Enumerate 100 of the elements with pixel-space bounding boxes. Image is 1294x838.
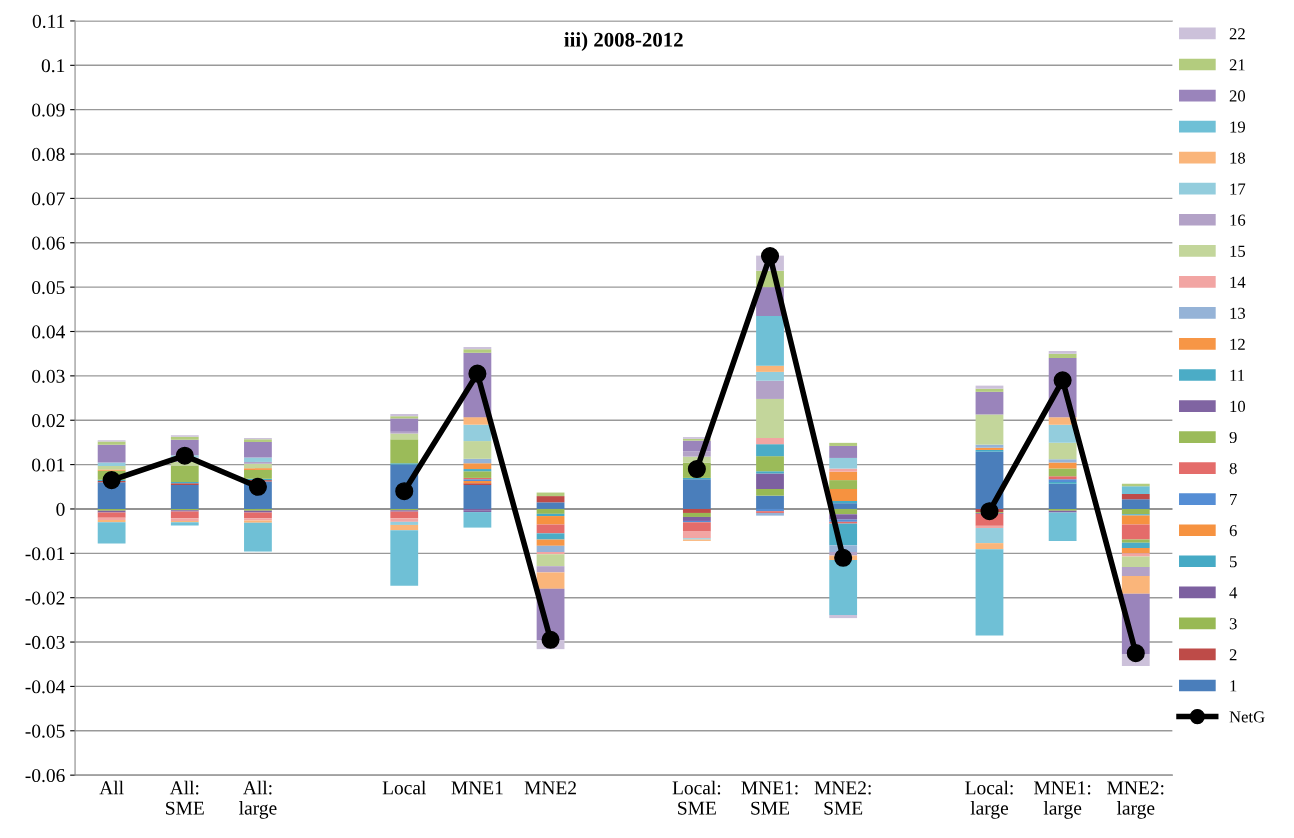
bar bbox=[975, 528, 1004, 544]
x-tick-label: MNE1: SME bbox=[741, 781, 798, 815]
x-tick-label: All: SME bbox=[166, 780, 204, 815]
bar bbox=[390, 418, 419, 432]
bar bbox=[756, 371, 784, 381]
bar bbox=[682, 522, 711, 532]
bar bbox=[829, 468, 858, 472]
bar bbox=[536, 572, 565, 589]
x-tick-label: MNE2 bbox=[524, 781, 576, 795]
bar bbox=[829, 457, 858, 469]
x-tick-label: MNE2: large bbox=[1107, 781, 1164, 819]
bar bbox=[682, 531, 711, 539]
bar bbox=[1121, 556, 1150, 568]
bar bbox=[975, 549, 1004, 636]
y-tick-label: 0.03 bbox=[32, 369, 65, 383]
bar bbox=[536, 545, 565, 552]
bar bbox=[390, 511, 419, 519]
bar bbox=[1121, 508, 1150, 515]
y-tick-label: -0.05 bbox=[25, 724, 65, 738]
bar bbox=[1121, 524, 1150, 540]
bar bbox=[682, 512, 711, 517]
bar bbox=[390, 439, 419, 464]
bar bbox=[170, 465, 199, 482]
bar bbox=[1121, 493, 1150, 500]
y-tick-label: -0.06 bbox=[25, 768, 65, 783]
bar bbox=[536, 533, 565, 540]
point bbox=[834, 548, 853, 567]
chart-title: iii) 2008-2012 bbox=[564, 32, 683, 51]
bar bbox=[244, 469, 272, 479]
bar bbox=[244, 463, 272, 469]
bar bbox=[97, 512, 126, 518]
legend-label: 16 bbox=[1230, 214, 1246, 226]
point bbox=[541, 630, 560, 649]
legend-label: 21 bbox=[1229, 59, 1245, 71]
legend-label: NetG bbox=[1229, 711, 1265, 723]
legend-label: 10 bbox=[1230, 400, 1246, 413]
bar bbox=[829, 489, 858, 501]
bar bbox=[1121, 539, 1150, 543]
x-tick-label: Local: large bbox=[965, 780, 1013, 819]
bar bbox=[536, 516, 565, 525]
bar bbox=[1048, 462, 1077, 469]
legend-label: 12 bbox=[1230, 338, 1245, 350]
bar bbox=[756, 315, 784, 366]
point bbox=[760, 247, 780, 266]
bar bbox=[682, 479, 711, 509]
bar bbox=[170, 511, 199, 519]
point bbox=[468, 364, 487, 383]
legend-label: 4 bbox=[1229, 587, 1238, 599]
bar bbox=[463, 471, 492, 478]
x-tick-label: All: large bbox=[239, 780, 277, 819]
legend-label: 20 bbox=[1229, 90, 1246, 102]
bar bbox=[756, 437, 784, 445]
bar bbox=[536, 539, 565, 546]
bar bbox=[390, 530, 419, 586]
bar bbox=[463, 512, 492, 528]
bar bbox=[1048, 459, 1077, 463]
legend-label: 11 bbox=[1230, 369, 1245, 381]
legend-label: 8 bbox=[1229, 462, 1237, 475]
y-tick-label: -0.01 bbox=[25, 547, 65, 561]
bar bbox=[1121, 567, 1150, 576]
bar bbox=[1121, 542, 1150, 548]
x-tick-label: All bbox=[99, 780, 124, 795]
bar bbox=[756, 380, 784, 399]
bar bbox=[1121, 553, 1150, 557]
bar bbox=[1121, 486, 1150, 494]
bar bbox=[756, 365, 784, 372]
bar bbox=[536, 554, 565, 567]
y-tick-label: -0.03 bbox=[25, 635, 65, 650]
point bbox=[1126, 644, 1145, 663]
bar bbox=[756, 489, 784, 496]
bar bbox=[244, 522, 272, 552]
bar bbox=[536, 502, 565, 509]
x-tick-label: MNE2: SME bbox=[814, 781, 871, 815]
bar bbox=[829, 471, 858, 481]
legend-label: 2 bbox=[1229, 649, 1237, 661]
legend-label: 6 bbox=[1229, 525, 1237, 537]
x-tick-label: MNE1: large bbox=[1034, 781, 1091, 819]
bar bbox=[1121, 548, 1150, 554]
bar bbox=[390, 524, 419, 531]
bar bbox=[756, 444, 784, 457]
bar bbox=[829, 445, 858, 458]
y-tick-label: 0.07 bbox=[32, 192, 65, 206]
x-tick-label: Local bbox=[382, 780, 426, 795]
bar bbox=[829, 559, 858, 615]
y-tick-label: 0.11 bbox=[32, 14, 65, 28]
bar bbox=[1048, 512, 1077, 541]
y-tick-label: 0.09 bbox=[32, 103, 65, 117]
legend-label: 3 bbox=[1229, 618, 1237, 630]
bar bbox=[244, 441, 272, 458]
bar bbox=[1048, 468, 1077, 477]
bar bbox=[829, 442, 858, 446]
bar bbox=[1121, 515, 1150, 525]
y-tick-label: -0.02 bbox=[25, 591, 65, 605]
legend-label: 22 bbox=[1229, 28, 1245, 40]
x-tick-label: Local: SME bbox=[672, 780, 721, 815]
bar bbox=[536, 566, 565, 573]
bar bbox=[756, 471, 784, 474]
bar bbox=[975, 391, 1004, 415]
bar bbox=[536, 524, 565, 534]
y-tick-label: 0.1 bbox=[41, 59, 65, 73]
